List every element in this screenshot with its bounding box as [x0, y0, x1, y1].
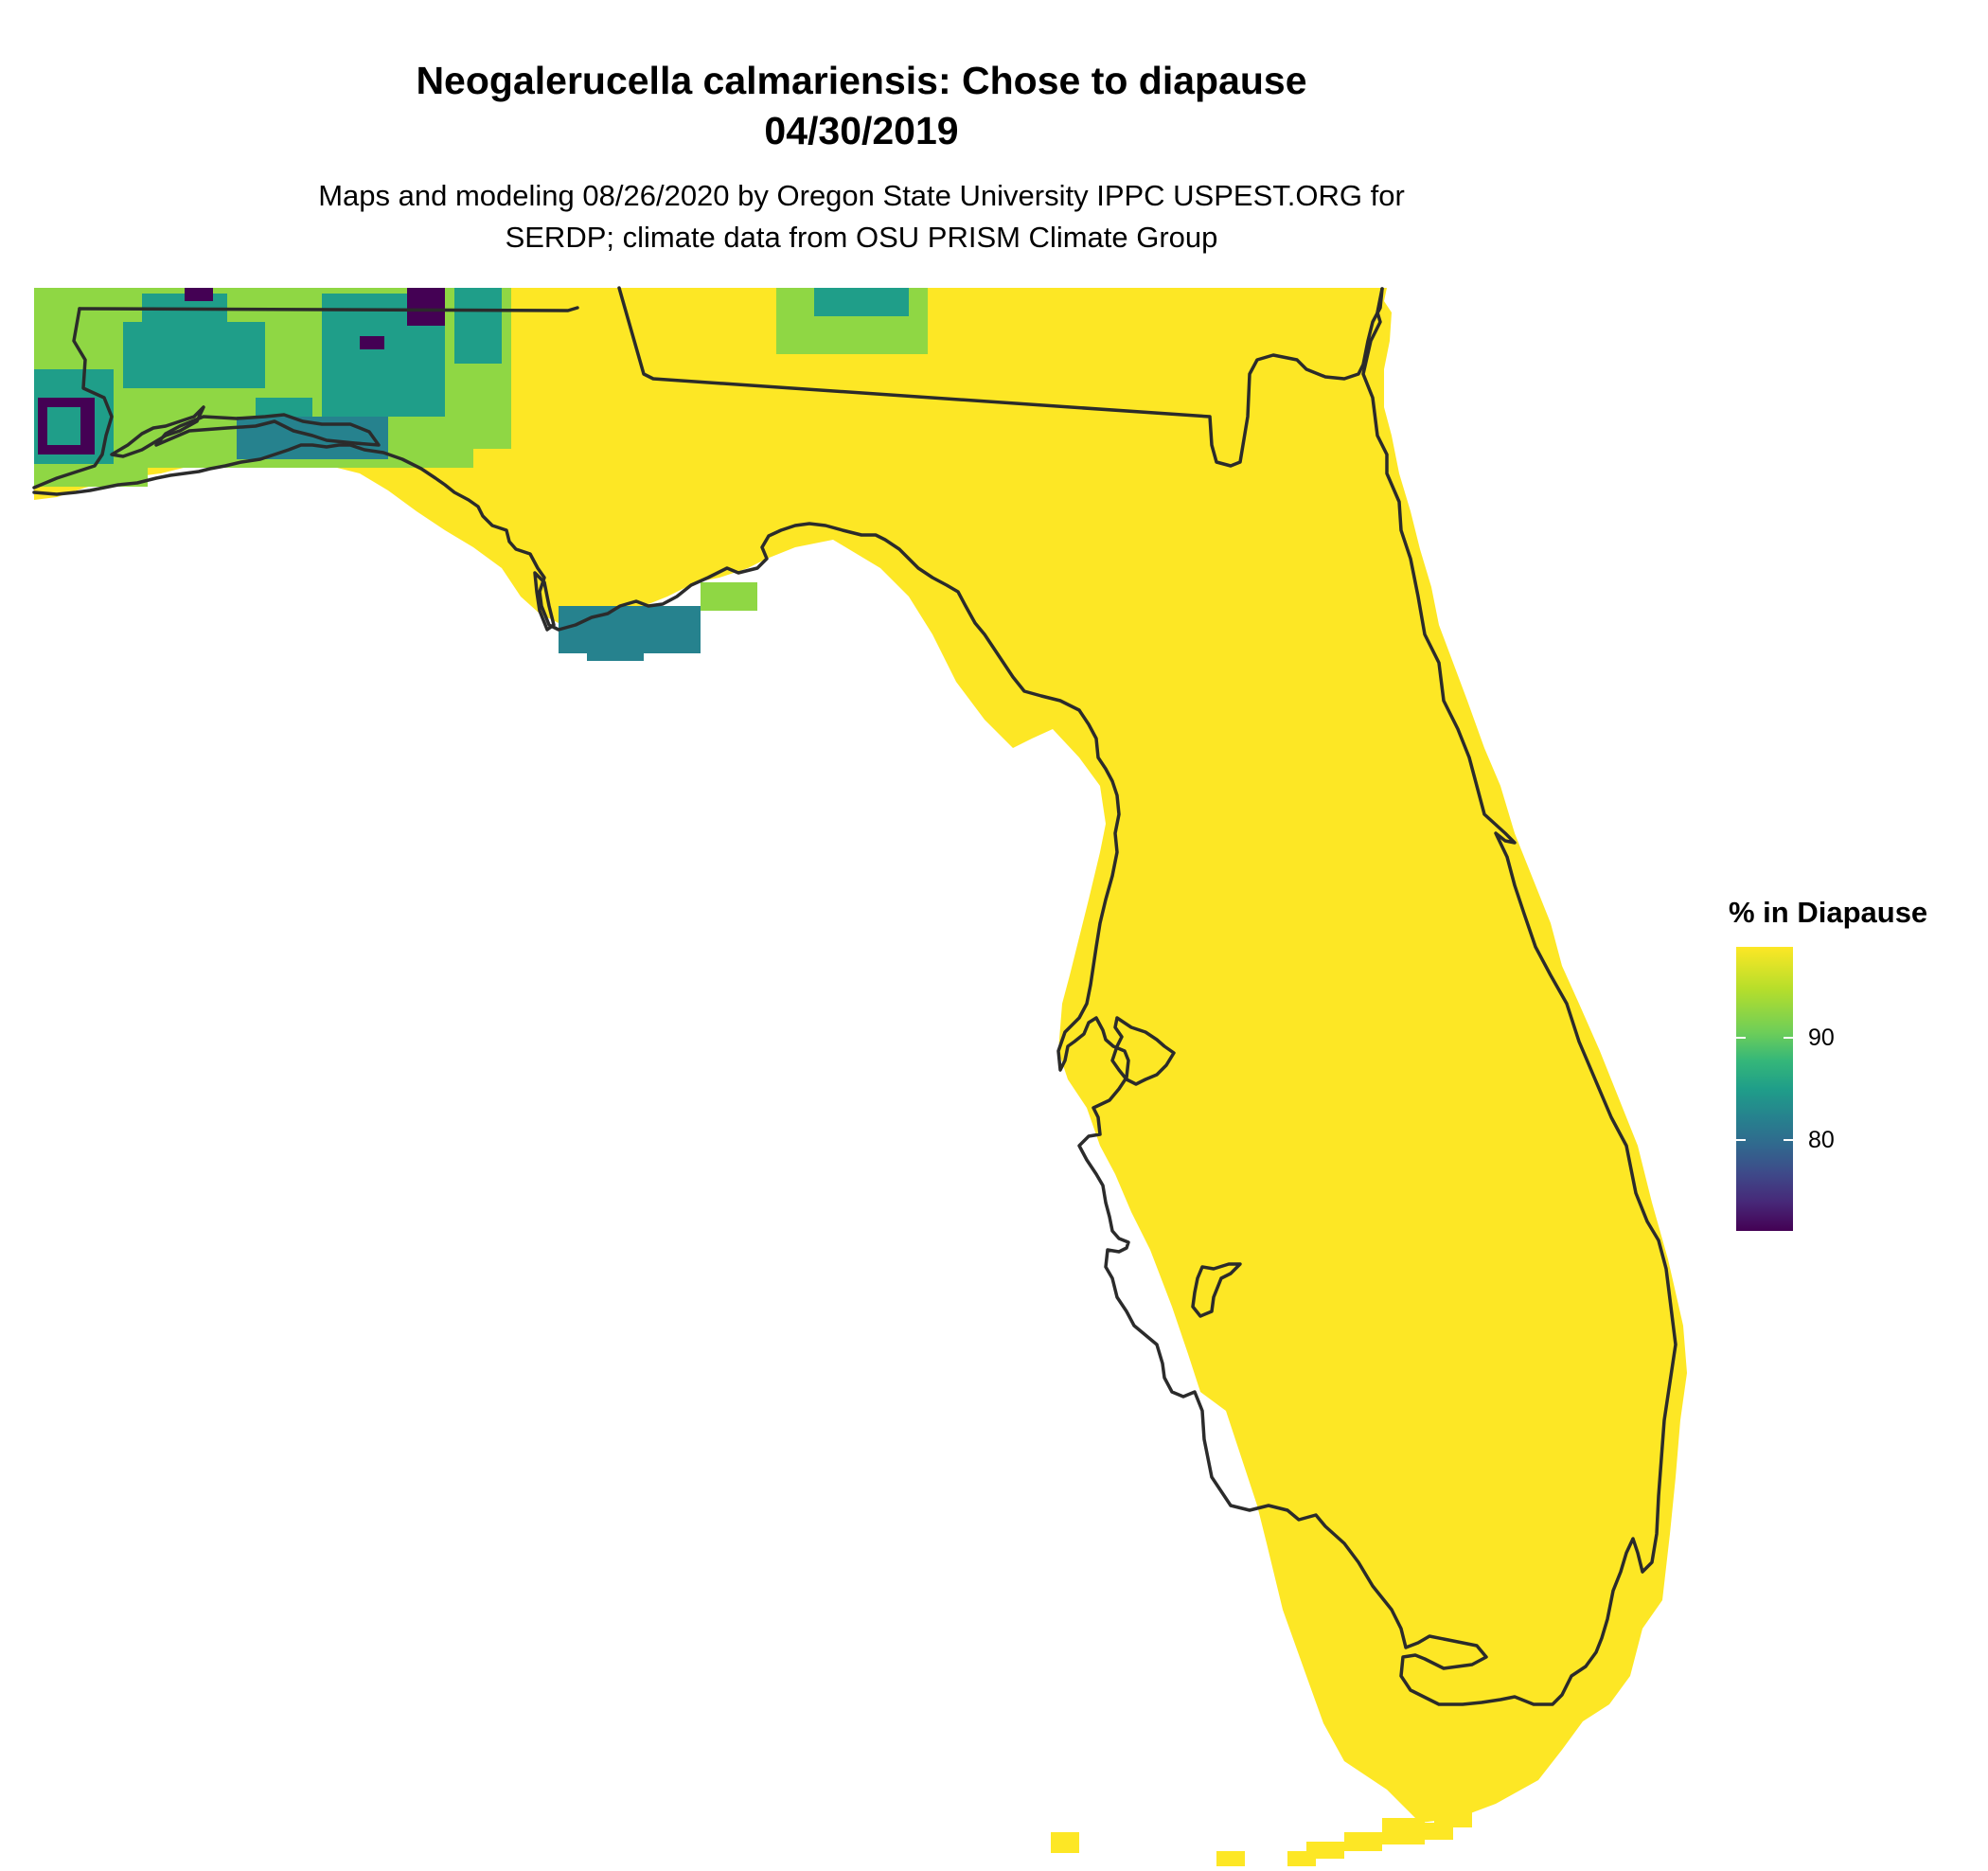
state-boundaries — [32, 286, 1677, 1706]
alabama-western-border — [32, 307, 114, 490]
map-title: Neogalerucella calmariensis: Chose to di… — [416, 59, 1307, 102]
alabama-georgia-border — [78, 306, 579, 312]
florida-coastline — [32, 287, 1677, 1706]
st-joseph-bay — [533, 571, 556, 632]
map-credit-line-2: SERDP; climate data from OSU PRISM Clima… — [505, 221, 1218, 254]
raster-key-3 — [1382, 1818, 1425, 1844]
raster-mainland — [34, 288, 1687, 1823]
raster-yellow — [34, 288, 1687, 1866]
map-credit-line-1: Maps and modeling 08/26/2020 by Oregon S… — [318, 179, 1405, 212]
pensacola-bay — [110, 405, 205, 458]
legend-tick-label: 80 — [1808, 1126, 1835, 1153]
legend-colorbar — [1736, 947, 1793, 1231]
raster-key-6 — [1287, 1851, 1316, 1866]
raster-key-4 — [1344, 1832, 1382, 1851]
map-date: 04/30/2019 — [764, 109, 959, 152]
raster-key-8 — [1051, 1832, 1079, 1853]
legend-title: % in Diapause — [1729, 896, 1928, 929]
tampa-bay — [1110, 1016, 1176, 1086]
charlotte-harbor — [1191, 1262, 1242, 1318]
georgia-florida-border — [617, 286, 1384, 468]
choctawhatchee-bay — [154, 413, 381, 447]
raster-key-7 — [1216, 1851, 1245, 1866]
legend-tick-label: 90 — [1808, 1025, 1835, 1052]
